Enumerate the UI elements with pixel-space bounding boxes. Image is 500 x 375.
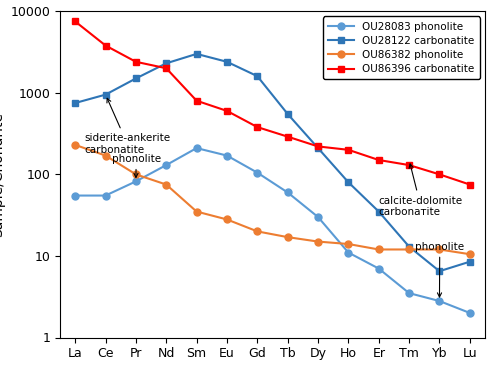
OU28083 phonolite	[133, 179, 139, 184]
OU28083 phonolite	[284, 190, 290, 195]
OU86396 carbonatite	[224, 109, 230, 113]
OU28122 carbonatite	[72, 101, 78, 105]
OU86382 phonolite	[72, 142, 78, 147]
OU86382 phonolite	[254, 229, 260, 234]
OU86382 phonolite	[406, 247, 412, 252]
OU28122 carbonatite	[436, 269, 442, 273]
Legend: OU28083 phonolite, OU28122 carbonatite, OU86382 phonolite, OU86396 carbonatite: OU28083 phonolite, OU28122 carbonatite, …	[323, 16, 480, 80]
OU86382 phonolite	[133, 172, 139, 177]
OU28083 phonolite	[346, 250, 352, 255]
OU28083 phonolite	[436, 299, 442, 303]
OU86396 carbonatite	[102, 43, 108, 48]
OU86382 phonolite	[346, 242, 352, 246]
Line: OU86396 carbonatite: OU86396 carbonatite	[72, 18, 473, 188]
OU86382 phonolite	[436, 247, 442, 252]
OU28122 carbonatite	[467, 260, 473, 264]
OU86396 carbonatite	[376, 158, 382, 162]
OU28083 phonolite	[376, 266, 382, 271]
OU28083 phonolite	[72, 193, 78, 198]
Line: OU28122 carbonatite: OU28122 carbonatite	[72, 50, 473, 274]
OU86382 phonolite	[224, 217, 230, 222]
OU86396 carbonatite	[346, 148, 352, 152]
OU86396 carbonatite	[194, 99, 200, 103]
OU86382 phonolite	[315, 239, 321, 244]
OU28122 carbonatite	[163, 61, 169, 66]
OU28083 phonolite	[224, 153, 230, 158]
OU28083 phonolite	[102, 193, 108, 198]
OU86382 phonolite	[194, 209, 200, 214]
OU28122 carbonatite	[284, 112, 290, 116]
OU86396 carbonatite	[254, 125, 260, 129]
OU86396 carbonatite	[467, 182, 473, 187]
OU28122 carbonatite	[133, 76, 139, 81]
OU86396 carbonatite	[406, 163, 412, 167]
OU28083 phonolite	[194, 146, 200, 150]
Line: OU86382 phonolite: OU86382 phonolite	[72, 141, 473, 258]
OU28083 phonolite	[163, 163, 169, 167]
OU28122 carbonatite	[224, 60, 230, 64]
OU28122 carbonatite	[376, 209, 382, 214]
Text: siderite-ankerite
carbonatite: siderite-ankerite carbonatite	[84, 98, 170, 155]
OU28083 phonolite	[254, 170, 260, 175]
Text: phonolite: phonolite	[415, 242, 465, 297]
OU86382 phonolite	[284, 235, 290, 239]
OU86382 phonolite	[163, 182, 169, 187]
OU86396 carbonatite	[72, 19, 78, 24]
OU28122 carbonatite	[254, 74, 260, 78]
OU86396 carbonatite	[284, 134, 290, 139]
Y-axis label: Sample/Chondrite: Sample/Chondrite	[0, 112, 5, 237]
OU86396 carbonatite	[133, 60, 139, 64]
OU28083 phonolite	[315, 215, 321, 219]
Text: phonolite: phonolite	[112, 154, 160, 177]
OU28083 phonolite	[467, 311, 473, 315]
OU28122 carbonatite	[346, 180, 352, 184]
OU86382 phonolite	[467, 252, 473, 257]
Text: calcite-dolomite
carbonатite: calcite-dolomite carbonатite	[379, 164, 463, 217]
OU28122 carbonatite	[406, 244, 412, 249]
OU86396 carbonatite	[315, 144, 321, 149]
OU28122 carbonatite	[194, 52, 200, 56]
Line: OU28083 phonolite: OU28083 phonolite	[72, 145, 473, 316]
OU86396 carbonatite	[436, 172, 442, 177]
OU86396 carbonatite	[163, 66, 169, 70]
OU28122 carbonatite	[315, 146, 321, 150]
OU28122 carbonatite	[102, 92, 108, 97]
OU28083 phonolite	[406, 291, 412, 296]
OU86382 phonolite	[102, 153, 108, 158]
OU86382 phonolite	[376, 247, 382, 252]
